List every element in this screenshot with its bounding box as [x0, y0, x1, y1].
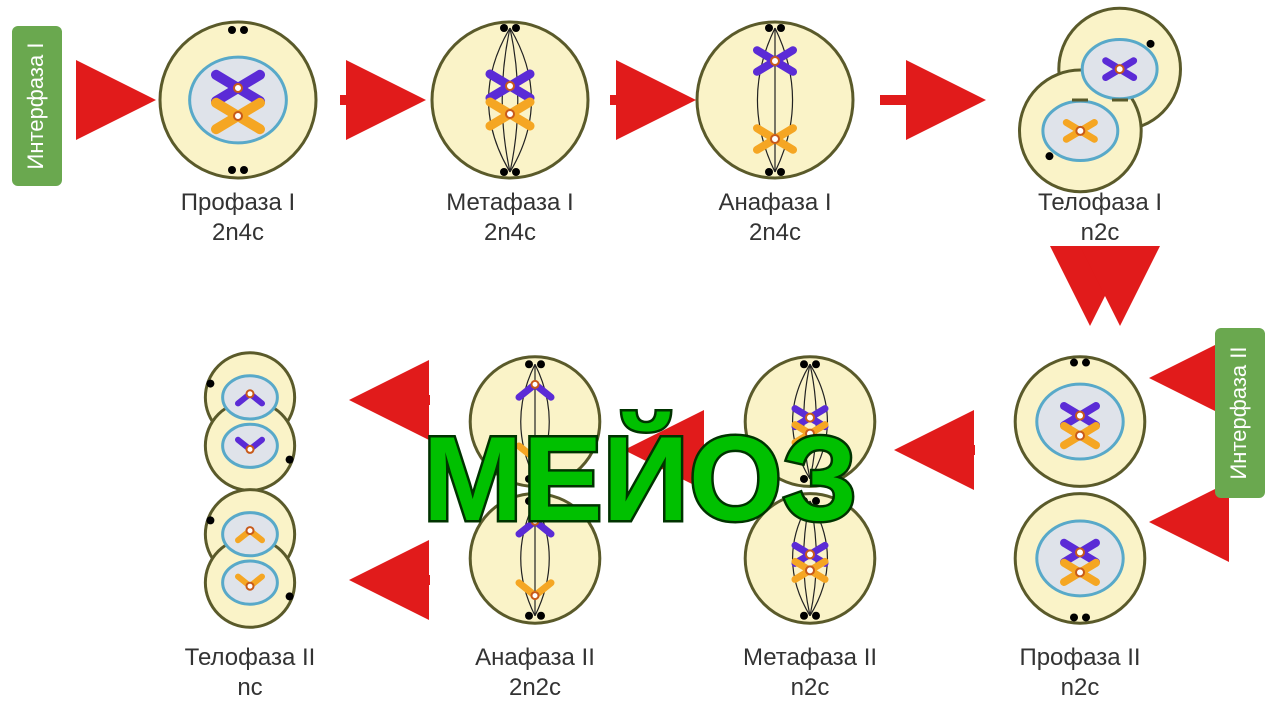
formula-metaphase1: 2n4c [484, 219, 536, 246]
diagram-title: МЕЙОЗ [423, 410, 858, 546]
label-anaphase1: Анафаза I [718, 189, 831, 216]
svg-text:Интерфаза I: Интерфаза I [23, 43, 48, 170]
badge-interphase1: Интерфаза I [12, 26, 62, 186]
badge-interphase2: Интерфаза II [1215, 328, 1265, 498]
stage-prophase1 [160, 22, 316, 178]
stage-anaphase1 [697, 22, 853, 178]
label-telophase2: Телофаза II [185, 644, 316, 671]
formula-prophase1: 2n4c [212, 219, 264, 246]
formula-anaphase2: 2n2c [509, 674, 561, 701]
svg-text:Интерфаза II: Интерфаза II [1226, 346, 1251, 479]
label-telophase1: Телофаза I [1038, 189, 1162, 216]
formula-metaphase2: n2c [791, 674, 830, 701]
stage-metaphase1 [432, 22, 588, 178]
formula-telophase1: n2c [1081, 219, 1120, 246]
label-prophase2: Профаза II [1019, 644, 1140, 671]
label-anaphase2: Анафаза II [475, 644, 595, 671]
formula-anaphase1: 2n4c [749, 219, 801, 246]
formula-prophase2: n2c [1061, 674, 1100, 701]
label-metaphase2: Метафаза II [743, 644, 877, 671]
formula-telophase2: nc [237, 674, 262, 701]
label-metaphase1: Метафаза I [446, 189, 573, 216]
label-prophase1: Профаза I [181, 189, 295, 216]
